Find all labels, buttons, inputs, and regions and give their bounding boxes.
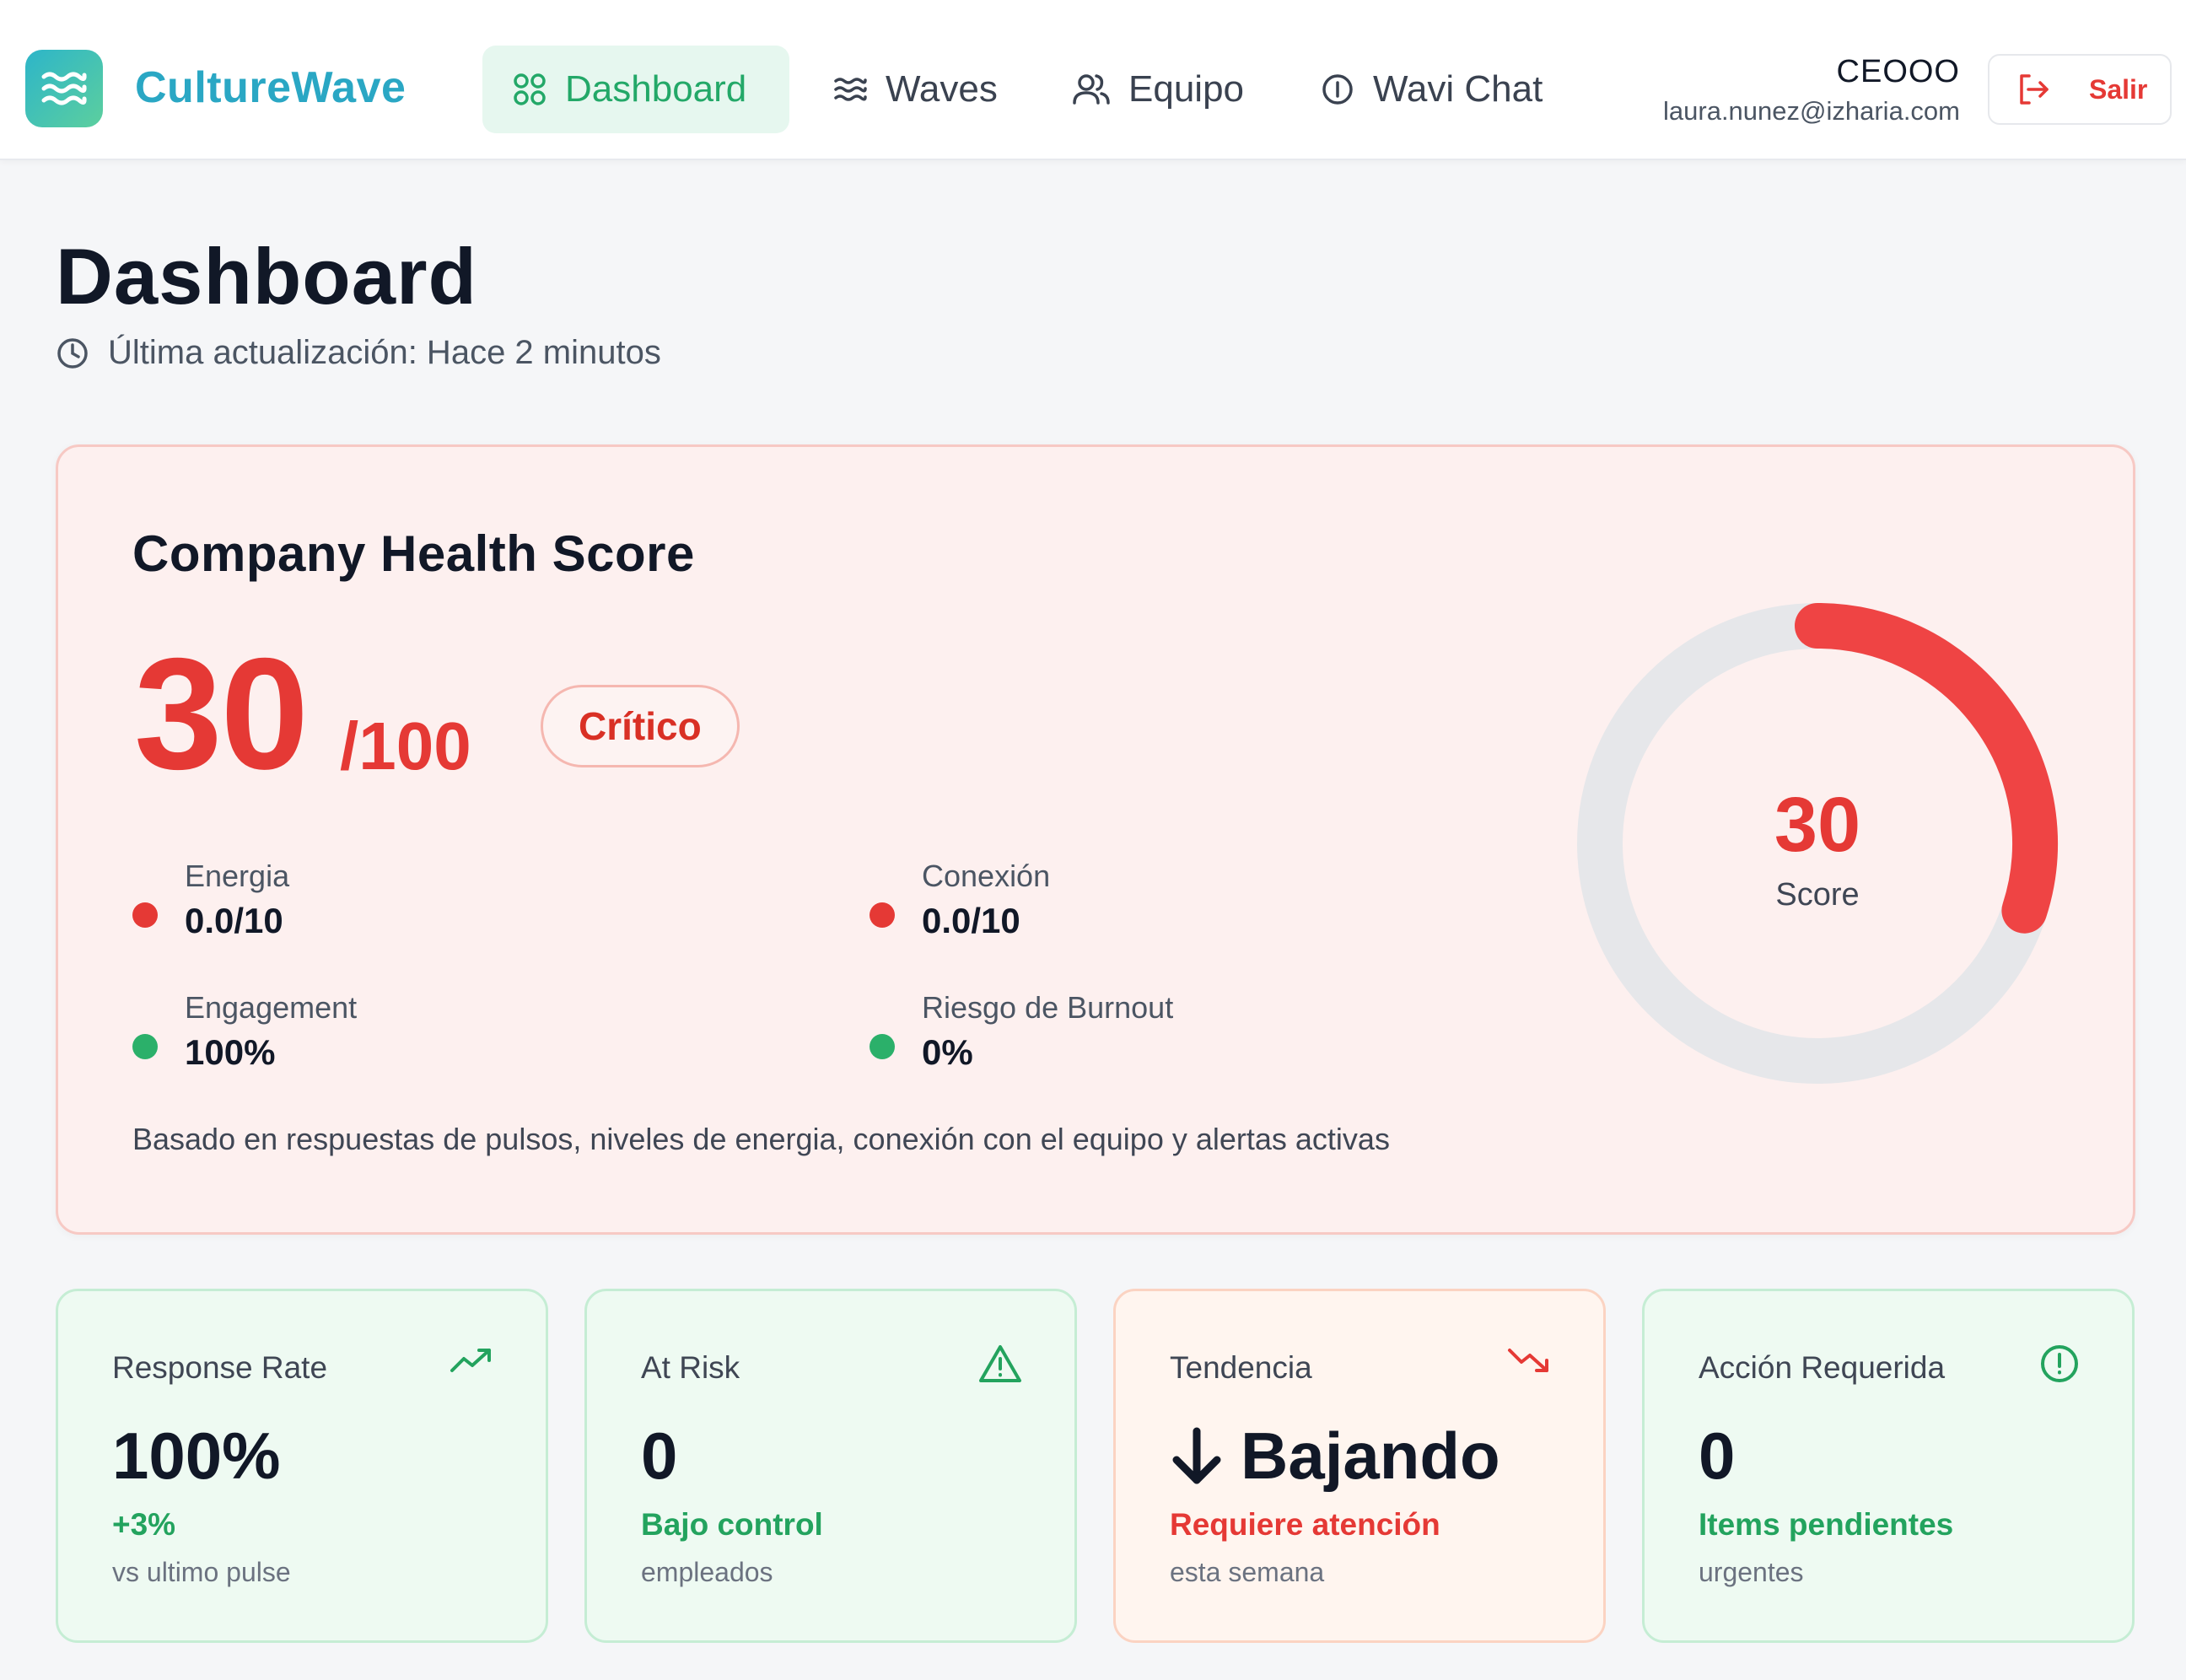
trending-up-icon: [450, 1349, 491, 1372]
logout-button[interactable]: Salir: [1988, 54, 2172, 125]
trending-down-icon: [1508, 1349, 1548, 1372]
stat-value-row: Bajando: [1170, 1418, 1500, 1494]
users-icon: [1073, 74, 1110, 105]
metric-label: Energia: [185, 859, 290, 893]
info-icon: [1322, 74, 1353, 105]
stat-card-tendencia: Tendencia Bajando Requiere atención esta…: [1113, 1289, 1606, 1643]
logout-label: Salir: [2089, 73, 2148, 105]
nav-label: Wavi Chat: [1373, 68, 1543, 110]
score-gauge: 30 Score: [1564, 590, 2070, 1096]
app-logo[interactable]: [25, 50, 103, 127]
stat-subtext: urgentes: [1699, 1557, 1804, 1587]
waves-icon: [41, 72, 87, 105]
stat-subtext: esta semana: [1170, 1557, 1325, 1587]
stat-value: 100%: [112, 1419, 281, 1493]
gauge-value: 30: [1774, 782, 1861, 868]
metric-label: Riesgo de Burnout: [922, 990, 1174, 1025]
user-name: CEOOO: [1836, 54, 1960, 89]
last-update: Última actualización: Hace 2 minutos: [56, 334, 661, 372]
metric-value: 0.0/10: [922, 901, 1020, 940]
stat-subtext: vs ultimo pulse: [112, 1557, 291, 1587]
arrow-down-icon: [1172, 1427, 1221, 1483]
stat-card-at-risk: At Risk 0 Bajo control empleados: [584, 1289, 1077, 1643]
stat-value: 0: [1699, 1419, 1736, 1493]
gauge-arc: [1795, 603, 2059, 934]
health-score-value: 30: [134, 625, 309, 802]
status-badge: Crítico: [541, 685, 740, 767]
status-dot: [870, 902, 895, 928]
stat-value: 0: [641, 1419, 678, 1493]
nav-item-waves[interactable]: Waves: [803, 46, 1028, 133]
gauge-chart: [1577, 603, 2059, 1084]
nav-item-dashboard[interactable]: Dashboard: [482, 46, 789, 133]
stat-status: Items pendientes: [1699, 1507, 1954, 1542]
nav-item-equipo[interactable]: Equipo: [1042, 46, 1274, 133]
metric-value: 100%: [185, 1032, 276, 1072]
stat-label: Response Rate: [112, 1350, 328, 1385]
stat-value: Bajando: [1241, 1419, 1500, 1493]
status-dot: [870, 1034, 895, 1059]
status-dot: [132, 902, 158, 928]
stat-card-response-rate: Response Rate 100% +3% vs ultimo pulse: [56, 1289, 548, 1643]
nav-label: Dashboard: [565, 68, 747, 110]
stat-status: +3%: [112, 1507, 176, 1542]
metric-value: 0%: [922, 1032, 973, 1072]
nav-item-wavi-chat[interactable]: Wavi Chat: [1290, 46, 1573, 133]
clock-icon: [57, 337, 88, 369]
metric-label: Engagement: [185, 990, 358, 1025]
stat-status: Requiere atención: [1170, 1507, 1440, 1542]
top-navbar: CultureWave Dashboard Waves Equipo Wavi …: [0, 0, 2186, 160]
last-update-text: Última actualización: Hace 2 minutos: [108, 334, 661, 371]
warning-icon: [979, 1345, 1021, 1382]
status-dot: [132, 1034, 158, 1059]
health-card-title: Company Health Score: [132, 525, 695, 582]
stat-label: Tendencia: [1170, 1350, 1312, 1385]
nav-label: Waves: [886, 68, 998, 110]
stat-subtext: empleados: [641, 1557, 773, 1587]
stat-status: Bajo control: [641, 1507, 823, 1542]
app-name[interactable]: CultureWave: [135, 63, 407, 112]
page-title: Dashboard: [56, 232, 477, 320]
stat-label: Acción Requerida: [1699, 1350, 1946, 1385]
alert-circle-icon: [2041, 1345, 2078, 1382]
logout-icon: [2020, 74, 2049, 105]
grid-icon: [514, 73, 546, 105]
metric-value: 0.0/10: [185, 901, 283, 940]
waves-icon: [834, 78, 867, 101]
metric-label: Conexión: [922, 859, 1051, 893]
health-score-card: Company Health Score 30 /100 Crítico Ene…: [56, 444, 2135, 1235]
nav-label: Equipo: [1128, 68, 1245, 110]
health-card-note: Basado en respuestas de pulsos, niveles …: [132, 1122, 1390, 1156]
health-score-max: /100: [340, 708, 471, 783]
user-email: laura.nunez@izharia.com: [1663, 96, 1960, 126]
gauge-label: Score: [1775, 877, 1860, 913]
stat-card-accion-requerida: Acción Requerida 0 Items pendientes urge…: [1642, 1289, 2135, 1643]
stat-label: At Risk: [641, 1350, 740, 1385]
